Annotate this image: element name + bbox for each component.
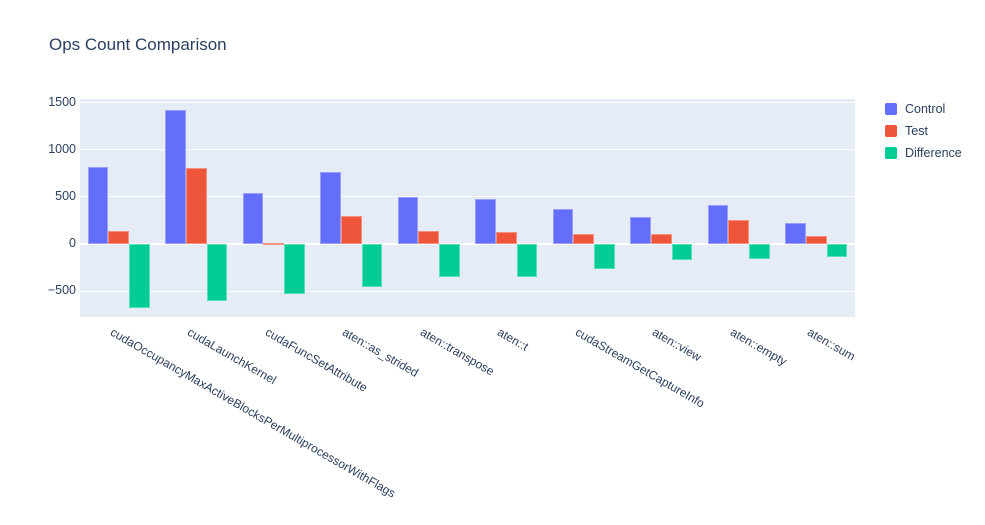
y-tick-label: 0: [69, 236, 76, 251]
bar-difference-aten-sum[interactable]: [826, 243, 848, 257]
bar-difference-cudaStreamGetCaptureInfo[interactable]: [594, 243, 615, 269]
bar-control-aten-view[interactable]: [630, 217, 651, 244]
bar-difference-aten-empty[interactable]: [749, 243, 770, 259]
legend-item-difference[interactable]: Difference: [885, 145, 962, 160]
legend-label: Difference: [905, 145, 962, 160]
bar-test-aten-view[interactable]: [650, 234, 672, 244]
legend-item-test[interactable]: Test: [885, 123, 962, 138]
y-tick-label: 1500: [48, 94, 76, 109]
bar-test-aten-transpose[interactable]: [418, 231, 440, 244]
bar-test-aten-as-strided[interactable]: [340, 216, 362, 244]
x-tick-label: aten::transpose: [417, 325, 497, 379]
bar-test-cudaOccupancyMaxActiveBlocksPerMultiprocessorWithFlags[interactable]: [108, 231, 130, 244]
y-tick-label: 1000: [48, 141, 76, 156]
bar-control-cudaFuncSetAttribute[interactable]: [242, 192, 264, 244]
bar-test-cudaFuncSetAttribute[interactable]: [263, 242, 285, 245]
x-tick-label: cudaStreamGetCaptureInfo: [572, 325, 707, 411]
legend-label: Test: [905, 123, 928, 138]
bar-test-cudaLaunchKernel[interactable]: [185, 167, 207, 244]
legend-label: Control: [905, 101, 946, 116]
legend-swatch-icon: [885, 146, 897, 159]
x-tick-label: cudaOccupancyMaxActiveBlocksPerMultiproc…: [107, 325, 398, 501]
gridline: [80, 196, 855, 198]
bar-control-aten-sum[interactable]: [785, 223, 806, 244]
x-tick-label: aten::view: [650, 325, 705, 365]
bar-control-cudaStreamGetCaptureInfo[interactable]: [552, 208, 574, 244]
bar-difference-cudaLaunchKernel[interactable]: [206, 243, 228, 301]
bar-difference-cudaFuncSetAttribute[interactable]: [284, 243, 305, 294]
plot-area: [80, 99, 855, 317]
bar-test-aten-empty[interactable]: [728, 220, 750, 244]
bar-control-aten-empty[interactable]: [707, 204, 729, 244]
legend: Control Test Difference: [885, 101, 962, 167]
zero-line: [80, 242, 855, 245]
bar-difference-aten-view[interactable]: [671, 243, 693, 261]
chart-title: Ops Count Comparison: [49, 35, 227, 54]
bar-difference-aten-transpose[interactable]: [439, 243, 460, 278]
bar-control-cudaOccupancyMaxActiveBlocksPerMultiprocessorWithFlags[interactable]: [87, 166, 109, 244]
bar-difference-cudaOccupancyMaxActiveBlocksPerMultiprocessorWithFlags[interactable]: [129, 243, 150, 309]
gridline: [80, 290, 855, 292]
bar-test-cudaStreamGetCaptureInfo[interactable]: [573, 233, 595, 244]
x-tick-label: aten::sum: [805, 325, 858, 364]
bar-difference-aten-t[interactable]: [516, 243, 538, 277]
legend-swatch-icon: [885, 102, 897, 115]
legend-item-control[interactable]: Control: [885, 101, 962, 116]
gridline: [80, 102, 855, 104]
bar-difference-aten-as-strided[interactable]: [361, 243, 383, 288]
x-tick-label: aten::t: [495, 325, 532, 354]
x-tick-label: aten::empty: [727, 325, 790, 369]
gridline: [80, 149, 855, 151]
bar-test-aten-sum[interactable]: [805, 236, 827, 244]
legend-swatch-icon: [885, 124, 897, 137]
y-tick-label: 500: [55, 188, 76, 203]
bar-control-aten-t[interactable]: [475, 198, 496, 244]
bar-test-aten-t[interactable]: [495, 231, 517, 244]
bar-control-aten-as-strided[interactable]: [320, 172, 341, 244]
y-tick-label: −500: [47, 283, 76, 298]
bar-control-aten-transpose[interactable]: [397, 197, 419, 244]
bar-control-cudaLaunchKernel[interactable]: [165, 110, 186, 244]
